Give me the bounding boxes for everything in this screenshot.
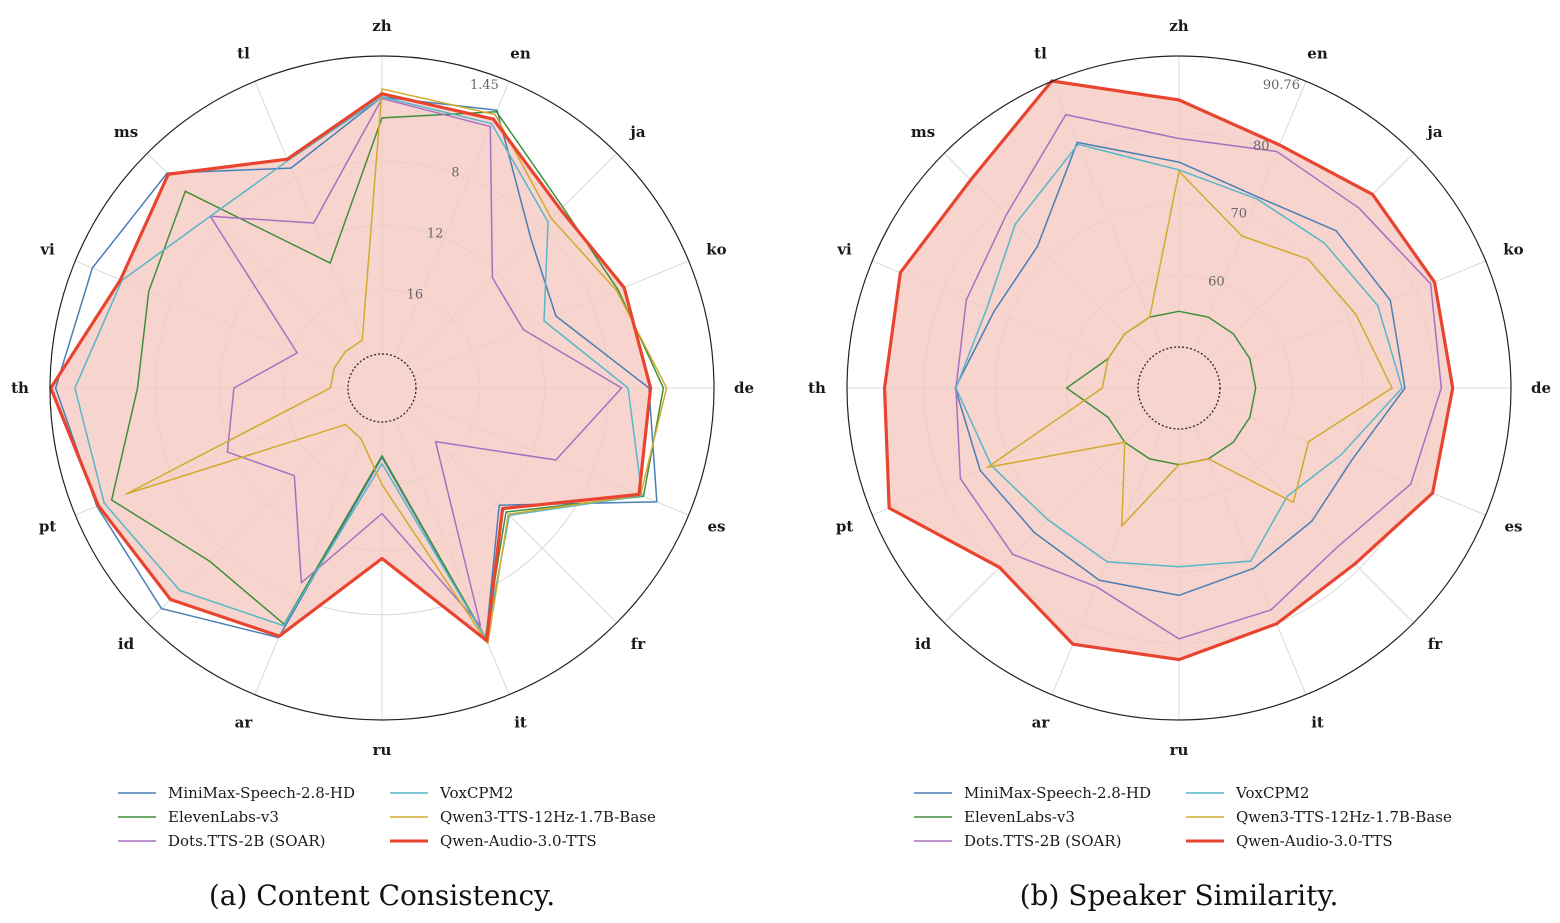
- legend-label: ElevenLabs-v3: [964, 808, 1075, 826]
- axis-label-id: id: [118, 635, 135, 653]
- outer-ring: [846, 55, 1512, 721]
- axis-label-ar: ar: [1032, 713, 1051, 731]
- axis-label-ms: ms: [114, 123, 138, 141]
- radar-chart-content-consistency: 16 12 8 1.45 zh en ja ko de es fr it ru ar id pt th vi ms t…: [11, 17, 754, 759]
- r-tick-label: 60: [1208, 274, 1225, 289]
- axis-label-vi: vi: [836, 240, 852, 258]
- legend-label: VoxCPM2: [1235, 784, 1309, 802]
- legend-label: ElevenLabs-v3: [168, 808, 279, 826]
- axis-label-en: en: [510, 45, 531, 63]
- axis-label-es: es: [707, 518, 725, 536]
- legend-item-qwen-audio-3-0-tts: Qwen-Audio-3.0-TTS: [1186, 832, 1393, 850]
- axis-label-en: en: [1307, 45, 1328, 63]
- r-tick-label: 8: [451, 166, 459, 181]
- legend-label: Qwen-Audio-3.0-TTS: [1236, 832, 1393, 850]
- legend-label: MiniMax-Speech-2.8-HD: [168, 784, 355, 802]
- axis-label-ja: ja: [628, 123, 645, 141]
- legend-content-consistency: MiniMax-Speech-2.8-HD ElevenLabs-v3 Dots.T…: [118, 784, 656, 850]
- outer-tick-label: 90.76: [1263, 78, 1300, 93]
- series-dots-tts-2b-soar: [209, 97, 623, 627]
- axis-label-ko: ko: [706, 240, 726, 258]
- legend-item-minimax-speech-2-8-hd: MiniMax-Speech-2.8-HD: [118, 784, 355, 802]
- fill-qwen-audio-3-0-tts: [884, 81, 1453, 660]
- legend-item-minimax-speech-2-8-hd: MiniMax-Speech-2.8-HD: [914, 784, 1151, 802]
- axis-label-ja: ja: [1425, 123, 1442, 141]
- series-voxcpm2: [955, 143, 1403, 568]
- axis-label-ru: ru: [1170, 741, 1189, 759]
- axis-label-vi: vi: [39, 240, 55, 258]
- legend-label: MiniMax-Speech-2.8-HD: [964, 784, 1151, 802]
- series-qwen3-tts-12hz-1-7b-base: [986, 170, 1393, 527]
- legend-label: VoxCPM2: [439, 784, 513, 802]
- axis-label-it: it: [1311, 713, 1324, 731]
- axis-label-de: de: [1531, 379, 1551, 397]
- series-elevenlabs-v3: [110, 110, 665, 639]
- inner-ring: [1137, 346, 1221, 430]
- r-tick-label: 12: [427, 227, 444, 242]
- outer-tick-label: 1.45: [470, 78, 499, 93]
- outer-ring: [49, 55, 715, 721]
- axis-label-ar: ar: [235, 713, 254, 731]
- series-qwen-audio-3-0-tts: [49, 92, 653, 643]
- r-tick-label: 16: [407, 288, 424, 303]
- legend-label: Qwen3-TTS-12Hz-1.7B-Base: [440, 808, 656, 826]
- legend-label: Qwen-Audio-3.0-TTS: [440, 832, 597, 850]
- axis-label-de: de: [734, 379, 754, 397]
- axis-label-ms: ms: [911, 123, 935, 141]
- legend-item-qwen-audio-3-0-tts: Qwen-Audio-3.0-TTS: [390, 832, 597, 850]
- axis-label-pt: pt: [836, 518, 853, 536]
- legend-item-voxcpm2: VoxCPM2: [390, 784, 513, 802]
- legend-item-dots-tts-2b-soar: Dots.TTS-2B (SOAR): [914, 832, 1121, 850]
- radar-chart-speaker-similarity: 60 70 80 90.76 zh en ja ko de es fr it ru ar id pt th vi m…: [808, 17, 1551, 759]
- legend-label: Dots.TTS-2B (SOAR): [168, 832, 325, 850]
- axis-label-zh: zh: [1169, 17, 1189, 35]
- axis-label-tl: tl: [1034, 45, 1047, 63]
- legend-item-qwen3-tts-12hz-1-7b-base: Qwen3-TTS-12Hz-1.7B-Base: [390, 808, 656, 826]
- axis-label-it: it: [514, 713, 527, 731]
- fill-qwen-audio-3-0-tts: [50, 93, 651, 641]
- legend-label: Qwen3-TTS-12Hz-1.7B-Base: [1236, 808, 1452, 826]
- r-tick-label: 80: [1253, 139, 1270, 154]
- axis-label-tl: tl: [237, 45, 250, 63]
- axis-label-ru: ru: [373, 741, 392, 759]
- legend-item-qwen3-tts-12hz-1-7b-base: Qwen3-TTS-12Hz-1.7B-Base: [1186, 808, 1452, 826]
- inner-ring: [347, 353, 417, 423]
- axis-label-ko: ko: [1503, 240, 1523, 258]
- axis-label-fr: fr: [1428, 635, 1443, 653]
- series-minimax-speech-2-8-hd: [54, 96, 658, 640]
- axis-label-pt: pt: [39, 518, 56, 536]
- legend-label: Dots.TTS-2B (SOAR): [964, 832, 1121, 850]
- axis-label-th: th: [11, 379, 29, 397]
- axis-label-zh: zh: [372, 17, 392, 35]
- caption-speaker-similarity: (b) Speaker Similarity.: [1020, 879, 1339, 912]
- series-qwen3-tts-12hz-1-7b-base: [125, 88, 668, 645]
- axis-label-id: id: [915, 635, 932, 653]
- legend-item-elevenlabs-v3: ElevenLabs-v3: [118, 808, 279, 826]
- axis-label-th: th: [808, 379, 826, 397]
- legend-item-dots-tts-2b-soar: Dots.TTS-2B (SOAR): [118, 832, 325, 850]
- legend-speaker-similarity: MiniMax-Speech-2.8-HD ElevenLabs-v3 Dots.T…: [914, 784, 1452, 850]
- legend-item-voxcpm2: VoxCPM2: [1186, 784, 1309, 802]
- series-dots-tts-2b-soar: [955, 113, 1443, 640]
- r-tick-label: 70: [1231, 207, 1248, 222]
- legend-item-elevenlabs-v3: ElevenLabs-v3: [914, 808, 1075, 826]
- axis-label-fr: fr: [631, 635, 646, 653]
- series-minimax-speech-2-8-hd: [954, 141, 1406, 597]
- series-voxcpm2: [74, 96, 643, 640]
- caption-content-consistency: (a) Content Consistency.: [209, 879, 555, 912]
- axis-label-es: es: [1504, 518, 1522, 536]
- series-qwen-audio-3-0-tts: [882, 79, 1455, 662]
